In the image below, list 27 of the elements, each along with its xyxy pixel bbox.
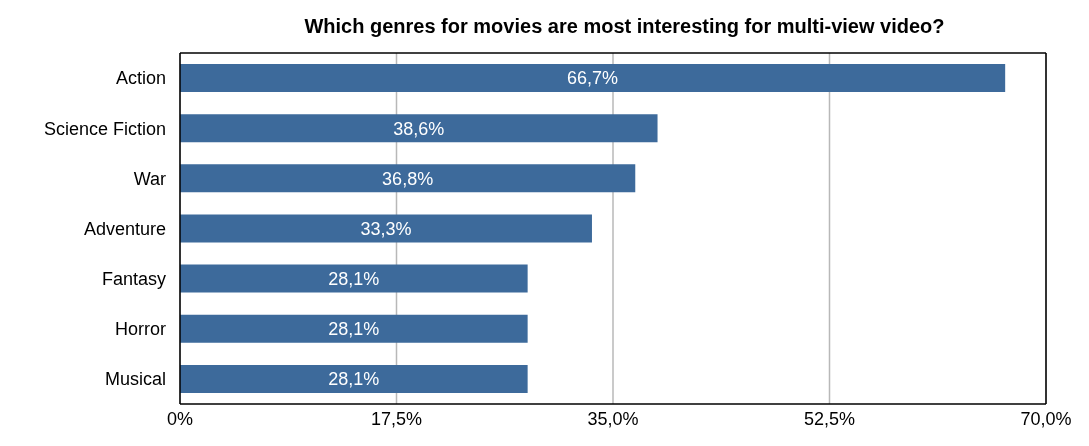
- bar: [180, 364, 528, 393]
- x-tick-label: 17,5%: [370, 408, 423, 429]
- chart-title: Which genres for movies are most interesting for multi-view video?: [303, 14, 946, 39]
- bar: [180, 64, 1006, 93]
- y-tick-label: Adventure: [83, 218, 166, 239]
- bar: [180, 164, 636, 193]
- data-label: 33,3%: [360, 218, 412, 239]
- data-label: 38,6%: [393, 118, 445, 139]
- bar: [180, 214, 592, 243]
- bar: [180, 314, 528, 343]
- bar: [180, 264, 528, 293]
- data-label: 36,8%: [382, 168, 434, 189]
- y-tick-label: Musical: [104, 369, 166, 390]
- y-tick-label: Fantasy: [101, 269, 166, 290]
- x-tick-label: 0%: [166, 408, 194, 429]
- bar: [180, 114, 658, 143]
- x-tick-label: 52,5%: [803, 408, 856, 429]
- y-tick-label: Action: [115, 68, 166, 89]
- data-label: 28,1%: [328, 319, 380, 340]
- x-tick-label: 35,0%: [587, 408, 639, 429]
- y-tick-label: Science Fiction: [43, 118, 166, 139]
- y-tick-label: Horror: [114, 319, 166, 340]
- data-label: 28,1%: [328, 268, 380, 289]
- data-label: 66,7%: [567, 68, 619, 89]
- x-tick-label: 70,0%: [1020, 408, 1072, 429]
- data-label: 28,1%: [328, 369, 380, 390]
- y-tick-label: War: [133, 168, 166, 189]
